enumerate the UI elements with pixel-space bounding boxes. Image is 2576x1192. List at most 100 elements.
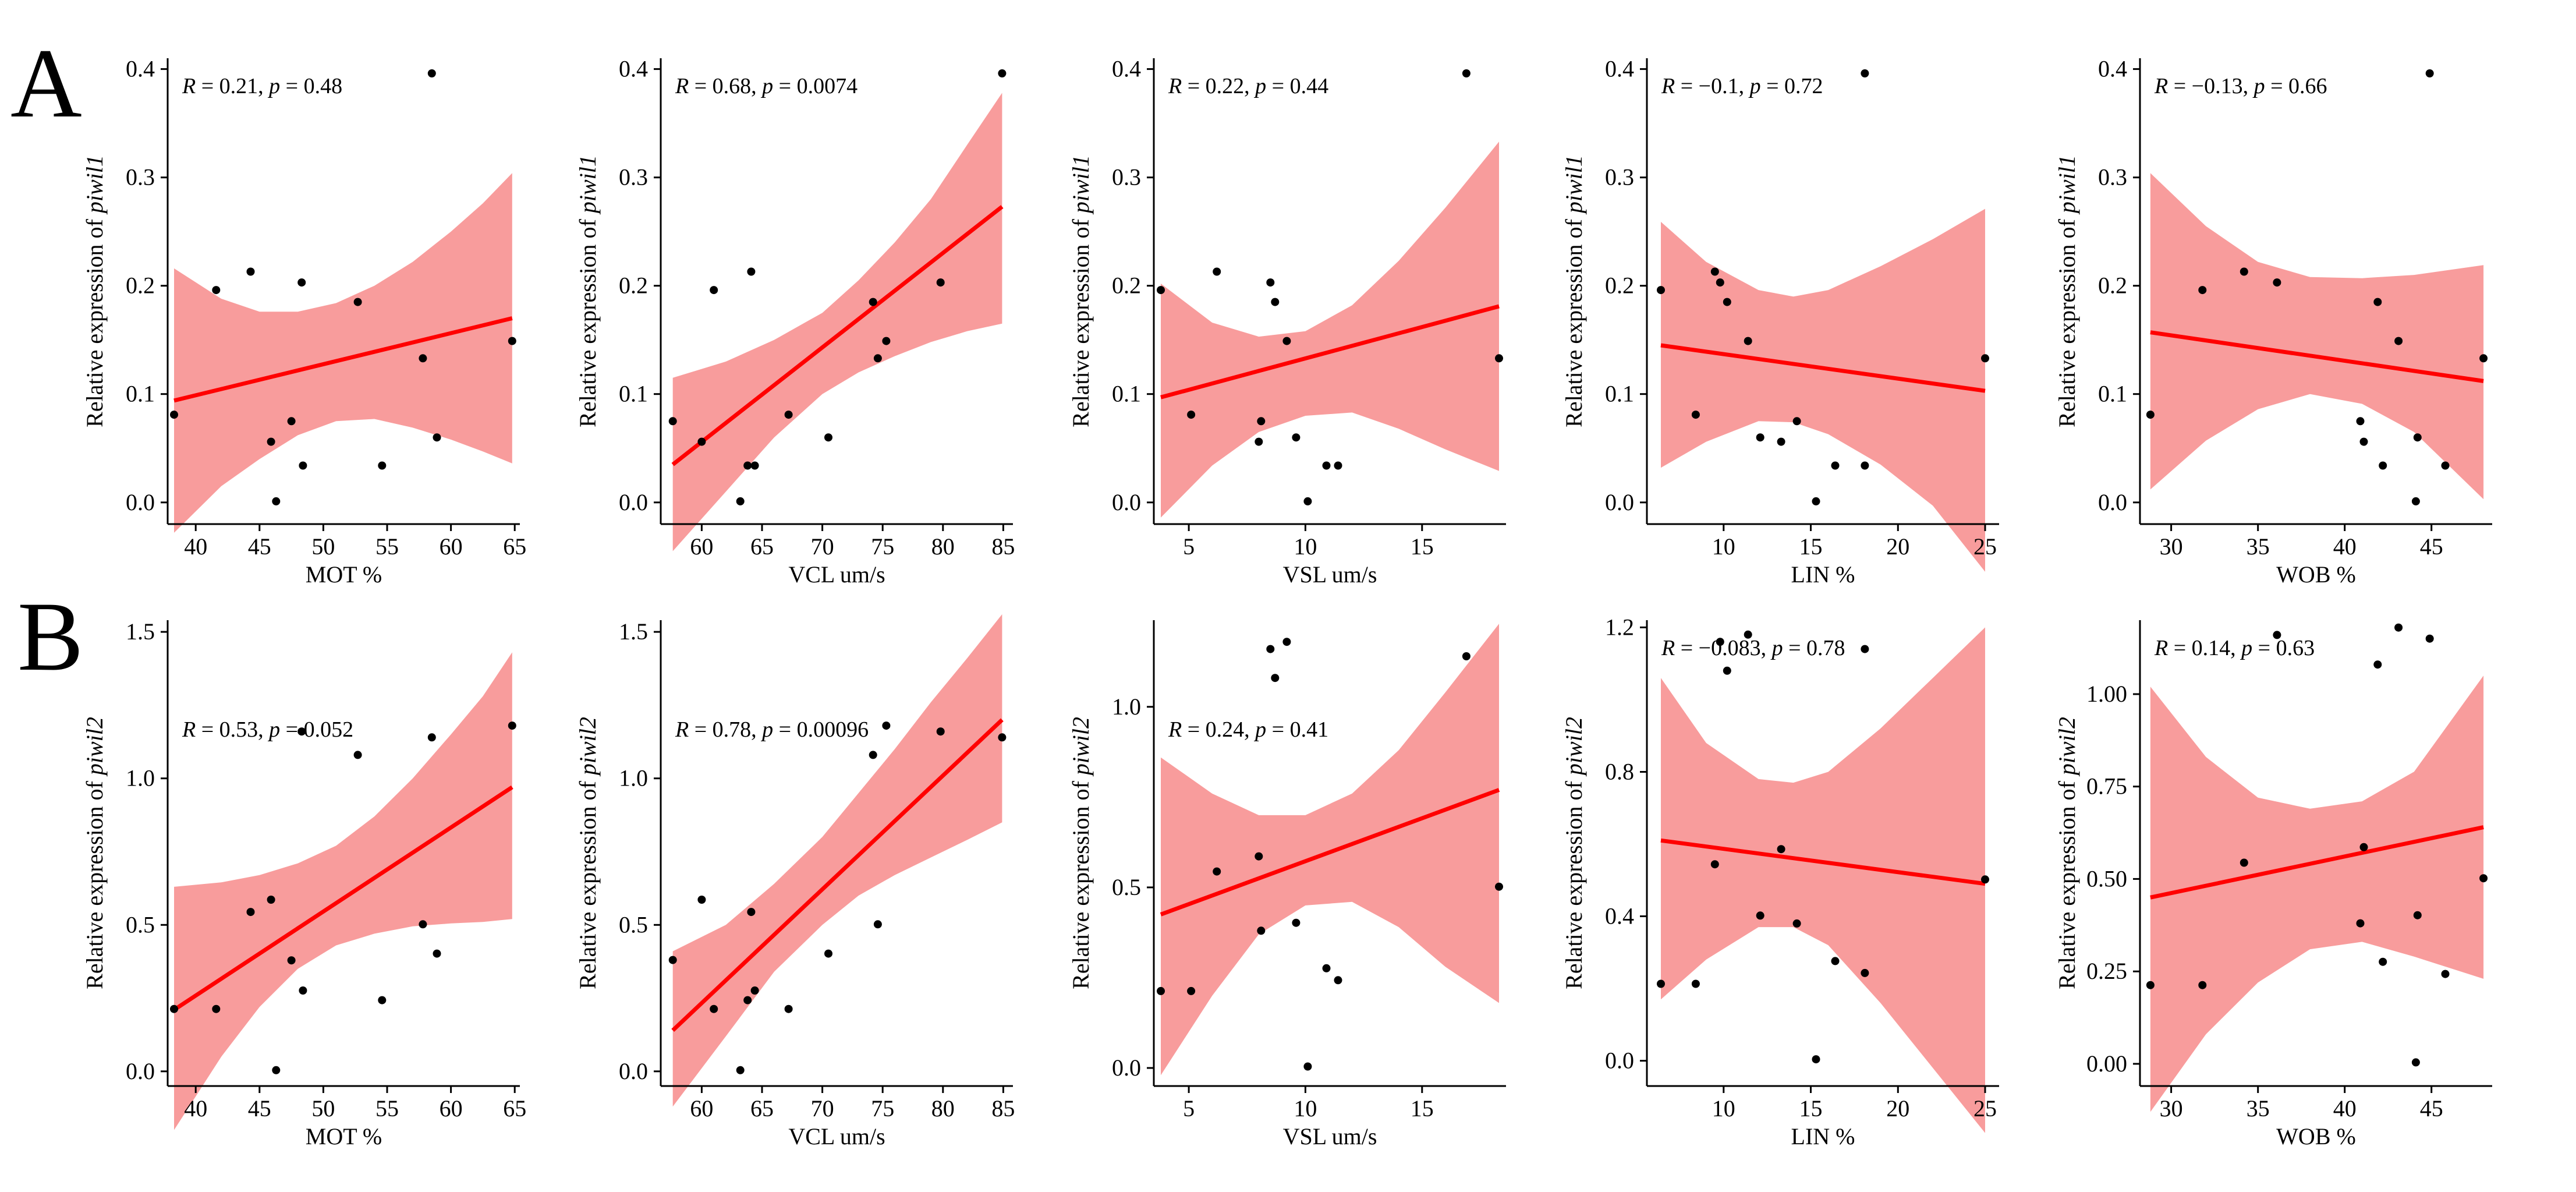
data-point xyxy=(1495,882,1503,891)
data-point xyxy=(2411,497,2420,505)
regression-line xyxy=(1160,304,1500,399)
y-tick-label: 0.0 xyxy=(619,489,648,515)
data-point xyxy=(2413,433,2422,442)
stat-p-value: = 0.72 xyxy=(1761,74,1823,98)
data-point xyxy=(1657,979,1665,988)
data-point xyxy=(743,461,752,470)
confidence-band xyxy=(672,614,1002,1107)
x-tick-label: 55 xyxy=(375,533,399,560)
data-point xyxy=(353,751,362,759)
data-point xyxy=(378,996,387,1004)
data-point xyxy=(272,497,281,505)
x-tick-label: 60 xyxy=(690,533,713,560)
regression-line xyxy=(671,205,1004,466)
y-axis-title-prefix: Relative expression of xyxy=(1561,775,1587,989)
data-point xyxy=(1777,437,1785,446)
chart-a-4: 10 15 20 25 0.0 0.1 0.2 0.3 0.4 LIN % Relative exp… xyxy=(1561,56,1999,588)
y-tick-label: 0.3 xyxy=(1112,164,1141,190)
y-tick-label: 0.2 xyxy=(2098,273,2127,299)
data-point xyxy=(1691,411,1700,419)
data-point xyxy=(710,286,718,295)
x-tick-label: 10 xyxy=(1294,1095,1317,1122)
chart-b-5: 30 35 40 45 0.00 0.25 0.50 0.75 1.00 WOB % Relativ… xyxy=(2054,620,2492,1149)
chart-a-2: 60 65 70 75 80 85 0.0 0.1 0.2 0.3 0.4 VCL um/s Relat… xyxy=(575,56,1015,588)
stat-r-value: = 0.53, xyxy=(196,717,269,742)
data-point xyxy=(427,69,436,77)
x-tick-label: 15 xyxy=(1411,1095,1434,1122)
y-tick-label: 0.5 xyxy=(619,911,648,938)
x-tick-label: 45 xyxy=(2420,533,2443,560)
chart-b-4: 10 15 20 25 0.0 0.4 0.8 1.2 LIN % Relative expres… xyxy=(1561,614,1999,1149)
confidence-band xyxy=(1661,208,1985,572)
y-tick-label: 1.5 xyxy=(126,618,155,645)
data-point xyxy=(2394,623,2403,632)
y-axis-title-gene: piwil1 xyxy=(575,155,601,215)
y-axis-title-prefix: Relative expression of xyxy=(82,213,108,427)
y-axis-title-prefix: Relative expression of xyxy=(2054,213,2080,427)
data-point xyxy=(1255,852,1263,861)
y-tick-label: 0.0 xyxy=(1605,489,1634,515)
y-tick-label: 0.1 xyxy=(126,381,155,407)
stat-p-symbol: p xyxy=(2240,636,2252,660)
data-point xyxy=(267,896,275,904)
data-point xyxy=(824,433,832,442)
data-point xyxy=(212,286,221,295)
correlation-stat: R = 0.21, p = 0.48 xyxy=(182,74,342,98)
x-tick-label: 35 xyxy=(2247,1095,2270,1122)
y-tick-label: 0.2 xyxy=(1605,273,1634,299)
data-point xyxy=(1831,957,1840,965)
y-tick-label: 0.0 xyxy=(1605,1048,1634,1074)
data-point xyxy=(1756,433,1764,442)
regression-line xyxy=(1160,788,1500,917)
y-axis-title: Relative expression of piwil1 xyxy=(1068,155,1094,427)
x-tick-label: 40 xyxy=(184,1095,207,1122)
confidence-band xyxy=(174,652,512,1130)
data-point xyxy=(1257,926,1266,935)
data-point xyxy=(2359,437,2368,446)
data-point xyxy=(433,949,441,958)
data-point xyxy=(287,417,296,426)
stat-p-symbol: p xyxy=(267,74,280,98)
panel-label-a: A xyxy=(10,29,82,138)
data-point xyxy=(2240,267,2248,276)
correlation-stat: R = −0.13, p = 0.66 xyxy=(2154,74,2327,98)
y-tick-label: 1.5 xyxy=(619,618,648,645)
data-point xyxy=(824,949,832,958)
data-point xyxy=(508,337,516,345)
y-tick-label: 0.4 xyxy=(619,56,648,82)
data-point xyxy=(784,411,793,419)
x-tick-label: 15 xyxy=(1799,533,1823,560)
data-point xyxy=(246,908,255,917)
chart-a-3: 5 10 15 0.0 0.1 0.2 0.3 0.4 VSL um/s Relative exp… xyxy=(1068,56,1506,588)
y-tick-label: 0.0 xyxy=(126,489,155,515)
data-point xyxy=(299,986,307,995)
data-point xyxy=(873,354,882,363)
data-point xyxy=(2198,981,2207,989)
data-point xyxy=(998,69,1007,77)
data-point xyxy=(936,727,945,736)
x-tick-label: 30 xyxy=(2160,533,2183,560)
y-tick-label: 1.0 xyxy=(619,765,648,791)
data-point xyxy=(1744,630,1752,639)
data-point xyxy=(2273,631,2281,639)
stat-p-value: = 0.48 xyxy=(280,74,342,98)
data-point xyxy=(1716,278,1724,287)
x-tick-label: 65 xyxy=(503,533,526,560)
data-point xyxy=(170,411,178,419)
y-axis-title: Relative expression of piwil2 xyxy=(575,717,601,989)
x-tick-label: 50 xyxy=(311,1095,335,1122)
y-axis-title-prefix: Relative expression of xyxy=(1561,213,1587,427)
data-point xyxy=(1322,461,1331,470)
data-point xyxy=(1744,337,1752,345)
x-tick-label: 80 xyxy=(931,533,955,560)
y-tick-label: 0.8 xyxy=(1605,759,1634,785)
y-tick-label: 0.3 xyxy=(619,164,648,190)
data-point xyxy=(1322,964,1331,972)
confidence-band xyxy=(2150,675,2484,1112)
x-tick-label: 65 xyxy=(503,1095,526,1122)
x-tick-label: 65 xyxy=(750,1095,774,1122)
data-point xyxy=(750,986,759,995)
x-tick-label: 5 xyxy=(1183,533,1195,560)
